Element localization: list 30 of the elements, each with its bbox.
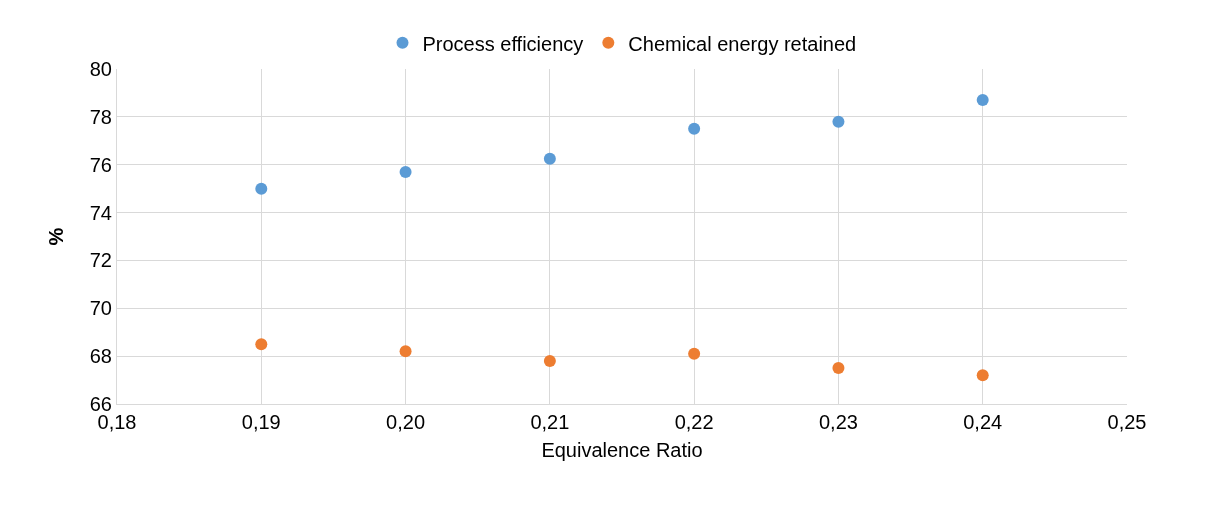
y-tick-label: 78 — [89, 105, 112, 128]
point — [255, 338, 268, 351]
point — [976, 94, 989, 107]
y-axis-title: % — [45, 227, 68, 246]
x-tick-label: 0,19 — [241, 411, 281, 433]
x-tick-label: 0,20 — [386, 411, 426, 433]
x-tick-label: 0,22 — [674, 411, 714, 433]
legend-label: Process efficiency — [422, 32, 584, 55]
point — [688, 347, 701, 360]
legend-label: Chemical energy retained — [628, 32, 857, 55]
point — [255, 182, 268, 195]
point — [976, 369, 989, 382]
y-tick-label: 76 — [89, 153, 112, 176]
x-tick-label: 0,24 — [963, 411, 1003, 433]
point — [688, 122, 701, 135]
x-tick-label: 0,21 — [530, 411, 570, 433]
point — [832, 362, 845, 375]
point — [399, 345, 412, 358]
point — [399, 165, 412, 178]
y-tick-label: 70 — [89, 297, 112, 320]
y-tick-label: 74 — [89, 201, 112, 224]
x-axis-title: Equivalence Ratio — [541, 438, 703, 461]
y-tick-label: 80 — [89, 58, 112, 80]
x-tick-label: 0,23 — [818, 411, 858, 433]
point — [543, 152, 556, 165]
point — [543, 354, 556, 367]
point — [832, 115, 845, 128]
y-tick-label: 72 — [89, 249, 112, 272]
y-tick-label: 68 — [89, 345, 112, 368]
x-tick-label: 0,25 — [1107, 411, 1147, 433]
